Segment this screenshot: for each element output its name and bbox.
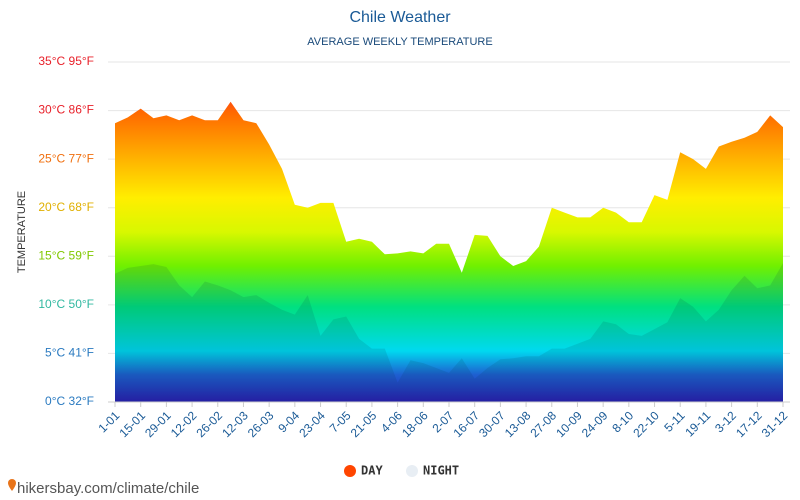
x-tick-label: 23-04 — [296, 408, 328, 440]
x-tick-label: 29-01 — [142, 408, 174, 440]
x-tick-label: 26-03 — [245, 408, 277, 440]
area-night — [115, 263, 783, 402]
chart-subtitle: AVERAGE WEEKLY TEMPERATURE — [307, 36, 492, 48]
x-tick-label: 17-12 — [733, 408, 765, 440]
x-tick-label: 12-02 — [168, 408, 200, 440]
y-tick-label: 15°C 59°F — [38, 248, 94, 262]
x-tick-label: 15-01 — [116, 408, 148, 440]
x-tick-label: 13-08 — [502, 408, 534, 440]
y-tick-label: 25°C 77°F — [38, 151, 94, 165]
y-tick-label: 10°C 50°F — [38, 297, 94, 311]
source: hikersbay.com/climate/chile — [17, 480, 199, 497]
pin-icon — [8, 479, 16, 491]
legend-marker — [344, 465, 356, 477]
legend-label: NIGHT — [423, 464, 459, 478]
x-tick-label: 30-07 — [476, 408, 508, 440]
y-tick-label: 0°C 32°F — [45, 394, 94, 408]
y-tick-label: 20°C 68°F — [38, 200, 94, 214]
x-tick-label: 27-08 — [528, 408, 560, 440]
x-tick-label: 21-05 — [348, 408, 380, 440]
x-tick-label: 12-03 — [219, 408, 251, 440]
x-tick-label: 31-12 — [759, 408, 791, 440]
x-tick-label: 19-11 — [682, 408, 713, 439]
legend-label: DAY — [361, 464, 383, 478]
x-tick-label: 18-06 — [399, 408, 431, 440]
x-tick-label: 10-09 — [553, 408, 585, 440]
y-tick-label: 35°C 95°F — [38, 54, 94, 68]
area-shade — [115, 263, 783, 402]
chart-title: Chile Weather — [349, 9, 451, 26]
x-tick-label: 26-02 — [194, 408, 226, 440]
legend-marker — [406, 465, 418, 477]
y-tick-label: 5°C 41°F — [45, 346, 94, 360]
x-tick-label: 16-07 — [450, 408, 482, 440]
x-tick-label: 24-09 — [579, 408, 611, 440]
y-axis-label: TEMPERATURE — [16, 191, 28, 273]
y-tick-label: 30°C 86°F — [38, 103, 94, 117]
x-tick-label: 22-10 — [630, 408, 662, 440]
